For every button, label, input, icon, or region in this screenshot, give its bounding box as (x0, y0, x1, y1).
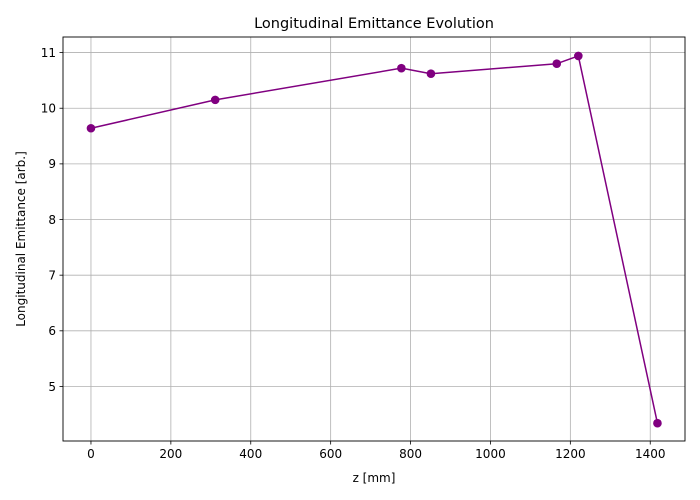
data-point (86, 123, 96, 133)
y-tick-label: 10 (41, 102, 56, 116)
data-point (210, 95, 220, 105)
x-tick-label: 200 (159, 447, 182, 461)
data-point (653, 418, 662, 428)
x-tick-label: 1000 (475, 447, 506, 461)
y-tick-label: 6 (48, 324, 56, 338)
y-axis-title: Longitudinal Emittance [arb.] (14, 151, 28, 327)
y-tick-label: 5 (48, 380, 56, 394)
y-tick-label: 8 (48, 213, 56, 227)
y-tick-label: 7 (48, 268, 56, 282)
data-point (552, 59, 562, 69)
x-tick-label: 600 (319, 447, 342, 461)
x-tick-label: 1200 (555, 447, 586, 461)
chart-title: Longitudinal Emittance Evolution (254, 16, 494, 32)
x-tick-label: 800 (399, 447, 422, 461)
y-axis-ticks: 5 6 7 8 9 10 11 (41, 46, 63, 394)
data-point (397, 63, 406, 73)
series-group (86, 51, 662, 428)
data-point (426, 69, 436, 79)
x-tick-label: 1400 (635, 447, 666, 461)
x-tick-label: 0 (87, 447, 95, 461)
x-tick-label: 400 (239, 447, 262, 461)
x-axis-title: z [mm] (353, 471, 396, 485)
plot-frame (62, 36, 686, 442)
grid-lines (63, 37, 685, 441)
x-axis-ticks: 0 200 400 600 800 1000 1200 1400 (87, 441, 666, 461)
data-point (574, 51, 583, 61)
y-tick-label: 11 (41, 46, 56, 60)
y-tick-label: 9 (48, 157, 56, 171)
